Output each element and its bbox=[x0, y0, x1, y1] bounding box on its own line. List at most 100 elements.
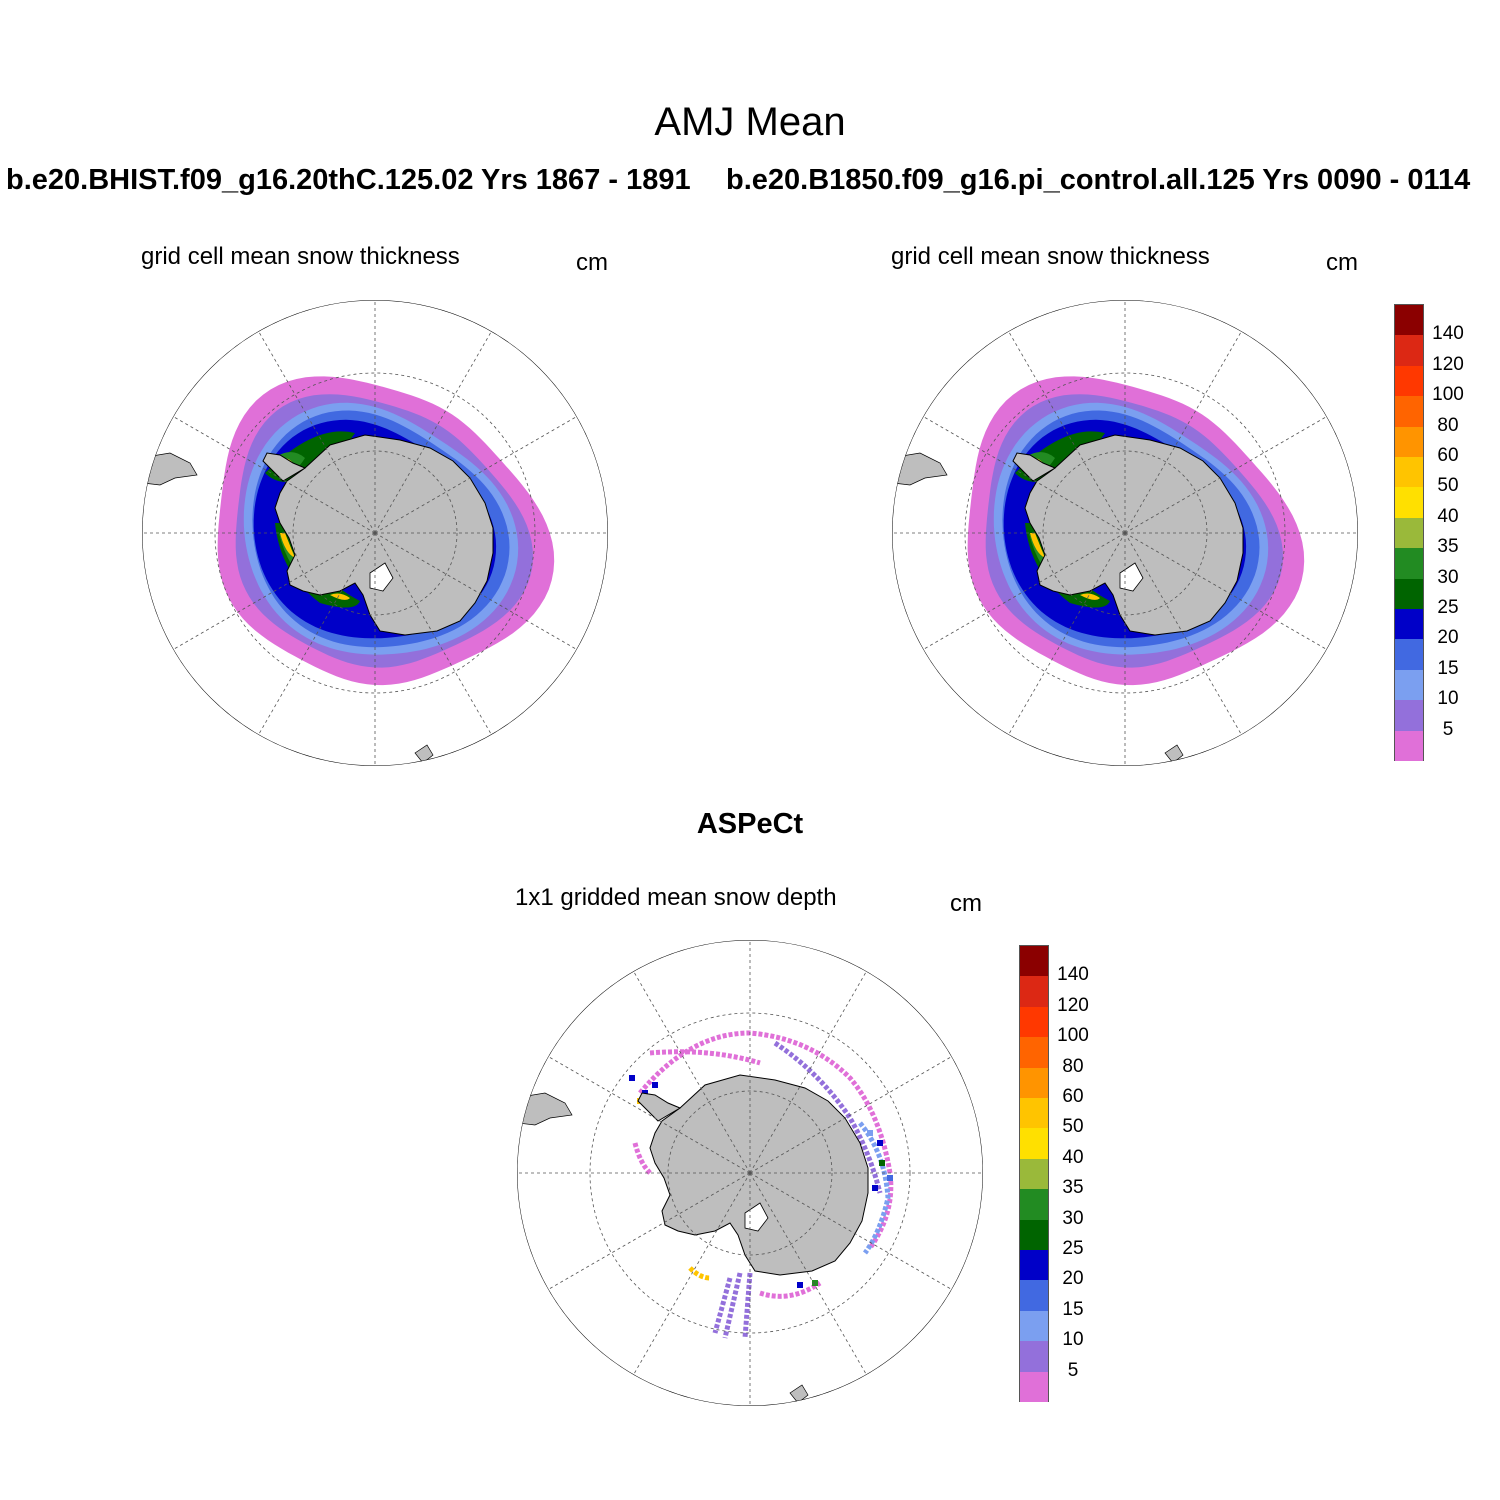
latitude-circle-1 bbox=[589, 1012, 911, 1334]
island-land bbox=[1164, 744, 1184, 764]
colorbar-label: 140 bbox=[1432, 323, 1464, 345]
ice-shelf-notch bbox=[369, 562, 394, 592]
ice-shelf-notch bbox=[744, 1202, 769, 1232]
colorbar-swatch bbox=[1019, 1005, 1049, 1038]
colorbar-label: 60 bbox=[1437, 445, 1459, 466]
ship-track-3 bbox=[858, 1121, 891, 1255]
ship-track-7 bbox=[688, 1266, 711, 1281]
case-label-control: b.e20.B1850.f09_g16.pi_control.all.125 Y… bbox=[726, 164, 1471, 196]
snow-patch-yellow-2 bbox=[280, 533, 295, 558]
colorbar-label: 15 bbox=[1437, 657, 1459, 679]
colorbar-swatch bbox=[1019, 1066, 1049, 1098]
meridian-line-8 bbox=[1008, 331, 1126, 534]
colorbar-swatch bbox=[1394, 304, 1424, 336]
colorbar-label: 120 bbox=[1432, 353, 1464, 375]
meridian-line-5 bbox=[548, 1172, 751, 1290]
map-content bbox=[142, 300, 608, 766]
meridian-line-4 bbox=[1008, 532, 1126, 735]
colorbar-swatch bbox=[1019, 1127, 1049, 1159]
colorbar-label: 30 bbox=[1062, 1207, 1084, 1229]
latitude-circle-0 bbox=[292, 450, 458, 616]
colorbar-label: 50 bbox=[1062, 1116, 1084, 1138]
colorbar-swatch bbox=[1019, 1309, 1049, 1342]
colorbar-swatch bbox=[1394, 608, 1424, 640]
antarctic-peninsula-land bbox=[262, 452, 307, 482]
meridian-line-11 bbox=[1124, 416, 1327, 534]
colorbar-swatch bbox=[1394, 334, 1424, 366]
colorbar-label: 10 bbox=[1437, 688, 1459, 710]
colorbar-label: 40 bbox=[1437, 505, 1459, 527]
meridian-line-2 bbox=[749, 1172, 867, 1375]
colorbar-swatch bbox=[1019, 975, 1049, 1007]
snow-patch-yellow-2 bbox=[1030, 533, 1045, 558]
colorbar-swatch bbox=[1019, 1157, 1049, 1190]
units-label-control: cm bbox=[1326, 249, 1358, 276]
meridian-line-10 bbox=[1124, 331, 1242, 534]
latitude-circle-1 bbox=[964, 372, 1286, 694]
colorbar-swatch bbox=[1019, 1249, 1049, 1281]
units-label-historical: cm bbox=[576, 249, 608, 276]
ship-track-2 bbox=[773, 1040, 883, 1194]
colorbar-label: 10 bbox=[1062, 1329, 1084, 1351]
colorbar-label: 35 bbox=[1437, 536, 1459, 558]
meridian-line-1 bbox=[749, 1172, 952, 1290]
colorbar-label: 15 bbox=[1062, 1298, 1084, 1320]
colorbar-swatch bbox=[1394, 425, 1424, 457]
observation-point-6 bbox=[879, 1160, 885, 1166]
colorbar-swatch bbox=[1394, 729, 1424, 761]
observation-point-4 bbox=[652, 1082, 658, 1088]
ship-track-1 bbox=[649, 1049, 761, 1066]
colorbar-swatch bbox=[1019, 1218, 1049, 1250]
colorbar-label: 50 bbox=[1437, 475, 1459, 497]
meridian-line-11 bbox=[374, 416, 577, 534]
polar-map-historical bbox=[142, 300, 608, 766]
meridian-line-10 bbox=[374, 331, 492, 534]
colorbar-label: 60 bbox=[1062, 1086, 1084, 1107]
observations-subtitle: 1x1 gridded mean snow depth bbox=[515, 884, 837, 911]
colorbar-swatch bbox=[1019, 1188, 1049, 1220]
colorbar-label: 20 bbox=[1437, 627, 1459, 649]
observation-point-8 bbox=[887, 1175, 893, 1181]
units-label-observations: cm bbox=[950, 890, 982, 917]
colorbar-swatch bbox=[1394, 577, 1424, 609]
meridian-line-1 bbox=[374, 532, 577, 650]
observation-point-11 bbox=[797, 1282, 803, 1288]
map-content bbox=[517, 940, 983, 1406]
antarctic-peninsula-land bbox=[637, 1092, 682, 1122]
map-content bbox=[892, 300, 1358, 766]
ship-track-4 bbox=[632, 1142, 652, 1175]
colorbar-swatch bbox=[1019, 1279, 1049, 1311]
latitude-circle-0 bbox=[1042, 450, 1208, 616]
polar-map-observations bbox=[517, 940, 983, 1406]
meridian-line-2 bbox=[374, 532, 492, 735]
island-land bbox=[789, 1384, 809, 1404]
colorbar-swatch bbox=[1019, 1370, 1049, 1402]
antarctic-peninsula-land bbox=[1012, 452, 1057, 482]
ice-shelf-notch bbox=[1119, 562, 1144, 592]
colorbar-model: 5 10 15 20 25 30 35 40 50 60 80 100 120 140 bbox=[1394, 304, 1464, 761]
colorbar-label: 80 bbox=[1062, 1055, 1084, 1077]
ship-track-6 bbox=[712, 1272, 753, 1339]
colorbar-swatch bbox=[1394, 699, 1424, 731]
meridian-line-4 bbox=[258, 532, 376, 735]
colorbar-swatch bbox=[1394, 668, 1424, 701]
colorbar-swatch bbox=[1394, 395, 1424, 427]
colorbar-swatch bbox=[1019, 1036, 1049, 1068]
colorbar-observations: 5 10 15 20 25 30 35 40 50 60 80 100 120 140 bbox=[1019, 945, 1089, 1402]
island-land bbox=[414, 744, 434, 764]
colorbar-label: 25 bbox=[1437, 597, 1459, 618]
colorbar-label: 140 bbox=[1057, 964, 1089, 986]
meridian-line-8 bbox=[633, 971, 751, 1174]
snow-patch-yellow-3 bbox=[330, 593, 350, 600]
colorbar-swatch bbox=[1394, 486, 1424, 518]
observation-point-5 bbox=[877, 1140, 883, 1146]
colorbar-label: 20 bbox=[1062, 1268, 1084, 1290]
figure-title: AMJ Mean bbox=[654, 100, 846, 144]
polar-map-control bbox=[892, 300, 1358, 766]
latitude-circle-0 bbox=[667, 1090, 833, 1256]
observation-point-7 bbox=[872, 1185, 878, 1191]
colorbar-label: 5 bbox=[1442, 718, 1454, 740]
colorbar-swatch bbox=[1019, 1097, 1049, 1129]
meridian-line-5 bbox=[923, 532, 1126, 650]
snow-patch-yellow-3 bbox=[1080, 593, 1100, 600]
